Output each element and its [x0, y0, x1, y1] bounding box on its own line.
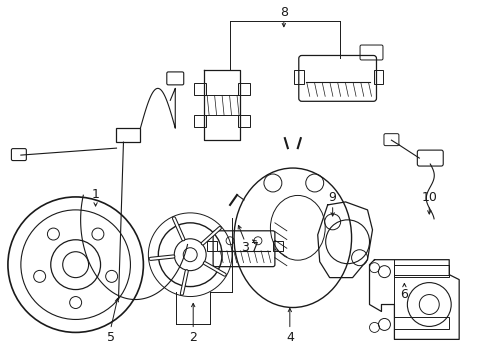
Text: 5: 5 — [106, 331, 114, 344]
Bar — [272, 241, 282, 251]
Bar — [373, 71, 383, 84]
Text: 8: 8 — [279, 6, 287, 19]
Bar — [293, 71, 303, 84]
Bar — [394, 265, 448, 276]
Bar — [238, 84, 249, 95]
Bar — [238, 115, 249, 127]
Text: 1: 1 — [91, 188, 100, 202]
Bar — [194, 84, 206, 95]
Text: 7: 7 — [250, 241, 259, 254]
Text: 9: 9 — [328, 192, 336, 204]
Bar — [194, 115, 206, 127]
Text: 10: 10 — [421, 192, 436, 204]
Bar — [394, 318, 448, 329]
Bar — [116, 128, 140, 142]
Bar — [207, 241, 217, 251]
Text: 6: 6 — [400, 288, 407, 301]
Text: 2: 2 — [189, 331, 197, 344]
Text: 4: 4 — [285, 331, 293, 344]
Text: 3: 3 — [241, 241, 248, 254]
